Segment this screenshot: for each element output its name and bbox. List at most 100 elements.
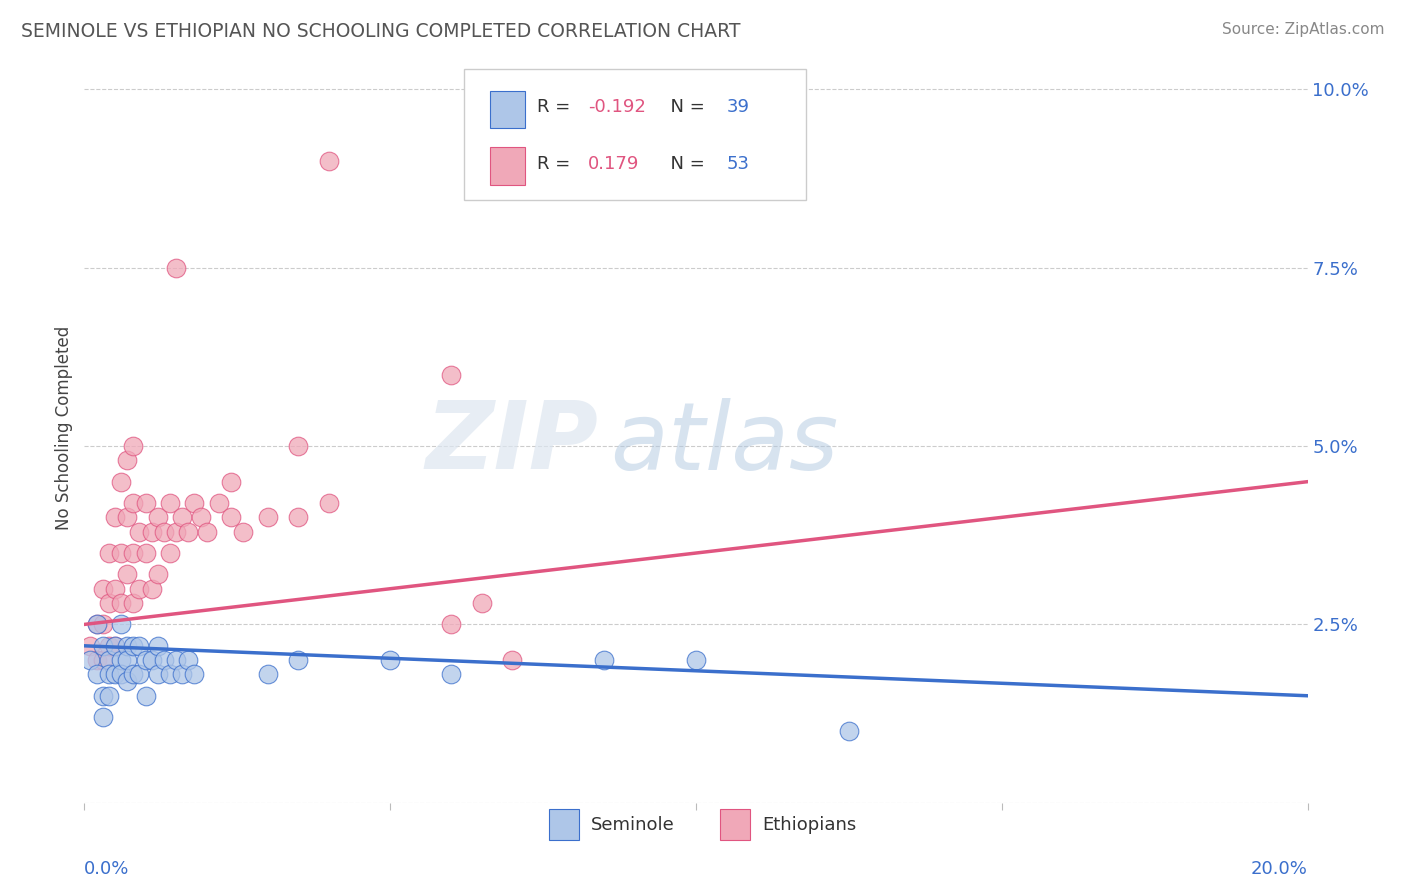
Y-axis label: No Schooling Completed: No Schooling Completed	[55, 326, 73, 530]
Point	[287, 439, 309, 453]
Text: N =: N =	[659, 98, 711, 117]
Point	[110, 596, 132, 610]
Point	[146, 639, 169, 653]
Point	[79, 653, 101, 667]
Text: 53: 53	[727, 155, 749, 173]
Point	[135, 496, 157, 510]
Point	[79, 639, 101, 653]
Point	[141, 582, 163, 596]
Point	[86, 653, 108, 667]
Point	[115, 567, 138, 582]
Point	[318, 153, 340, 168]
Point	[208, 496, 231, 510]
Point	[153, 653, 176, 667]
Point	[91, 582, 114, 596]
Point	[122, 439, 145, 453]
Point	[219, 510, 242, 524]
Point	[104, 582, 127, 596]
Point	[287, 510, 309, 524]
Text: Seminole: Seminole	[591, 815, 675, 833]
Point	[146, 510, 169, 524]
Point	[91, 689, 114, 703]
Point	[471, 596, 494, 610]
Text: 20.0%: 20.0%	[1251, 860, 1308, 878]
Point	[122, 546, 145, 560]
Text: 39: 39	[727, 98, 749, 117]
Point	[115, 453, 138, 467]
Point	[177, 653, 200, 667]
Text: SEMINOLE VS ETHIOPIAN NO SCHOOLING COMPLETED CORRELATION CHART: SEMINOLE VS ETHIOPIAN NO SCHOOLING COMPL…	[21, 22, 741, 41]
Point	[122, 596, 145, 610]
Text: -0.192: -0.192	[588, 98, 647, 117]
Text: 0.0%: 0.0%	[84, 860, 129, 878]
FancyBboxPatch shape	[491, 91, 524, 128]
Point	[135, 653, 157, 667]
Point	[110, 475, 132, 489]
Point	[318, 496, 340, 510]
Point	[110, 653, 132, 667]
Point	[86, 617, 108, 632]
Point	[104, 667, 127, 681]
Text: Source: ZipAtlas.com: Source: ZipAtlas.com	[1222, 22, 1385, 37]
Text: R =: R =	[537, 98, 576, 117]
Point	[110, 667, 132, 681]
Point	[165, 653, 187, 667]
Point	[380, 653, 402, 667]
Point	[97, 596, 120, 610]
Point	[177, 524, 200, 539]
Point	[146, 667, 169, 681]
Point	[110, 546, 132, 560]
Point	[183, 496, 205, 510]
Point	[165, 524, 187, 539]
FancyBboxPatch shape	[720, 809, 749, 840]
Point	[232, 524, 254, 539]
Text: N =: N =	[659, 155, 711, 173]
Text: atlas: atlas	[610, 398, 838, 489]
Point	[172, 510, 194, 524]
Point	[141, 524, 163, 539]
Point	[110, 617, 132, 632]
Point	[97, 689, 120, 703]
Text: Ethiopians: Ethiopians	[762, 815, 856, 833]
FancyBboxPatch shape	[491, 147, 524, 185]
Point	[685, 653, 707, 667]
FancyBboxPatch shape	[550, 809, 578, 840]
Point	[115, 510, 138, 524]
Point	[165, 260, 187, 275]
Point	[97, 653, 120, 667]
Point	[183, 667, 205, 681]
Point	[502, 653, 524, 667]
Point	[159, 546, 181, 560]
Point	[91, 653, 114, 667]
Point	[86, 667, 108, 681]
Point	[122, 667, 145, 681]
Text: ZIP: ZIP	[425, 397, 598, 489]
Point	[257, 510, 280, 524]
Point	[141, 653, 163, 667]
Point	[287, 653, 309, 667]
Point	[97, 667, 120, 681]
Point	[440, 667, 463, 681]
Point	[91, 639, 114, 653]
Point	[128, 667, 150, 681]
Point	[128, 582, 150, 596]
Point	[91, 617, 114, 632]
Point	[104, 639, 127, 653]
Point	[440, 617, 463, 632]
Point	[128, 524, 150, 539]
Point	[97, 639, 120, 653]
Point	[97, 546, 120, 560]
FancyBboxPatch shape	[464, 69, 806, 200]
Point	[190, 510, 212, 524]
Point	[122, 496, 145, 510]
Point	[159, 496, 181, 510]
Text: 0.179: 0.179	[588, 155, 640, 173]
Point	[115, 653, 138, 667]
Point	[86, 617, 108, 632]
Point	[257, 667, 280, 681]
Point	[128, 639, 150, 653]
Point	[153, 524, 176, 539]
Point	[219, 475, 242, 489]
Point	[135, 546, 157, 560]
Point	[104, 639, 127, 653]
